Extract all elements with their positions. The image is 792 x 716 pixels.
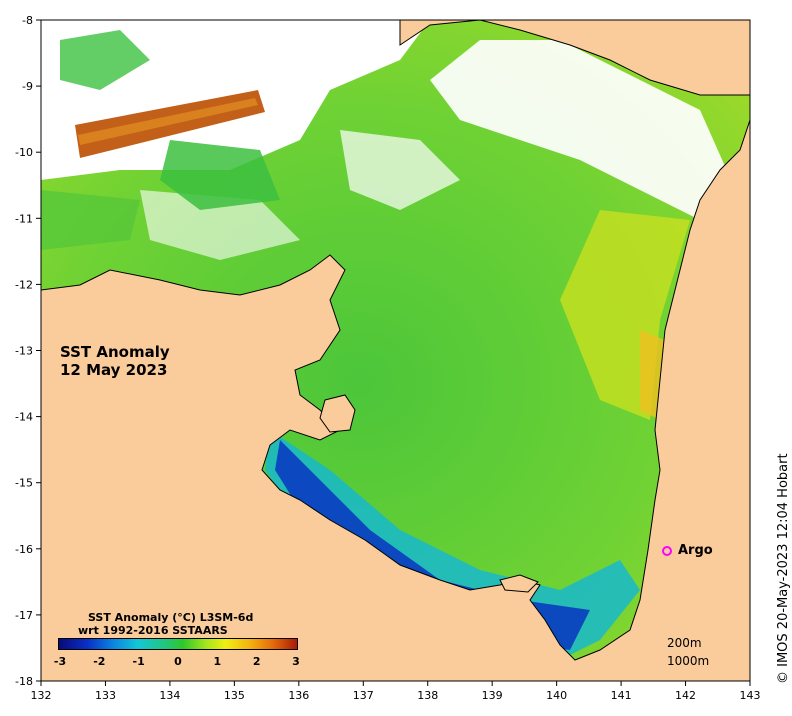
x-tick-label: 136 [288, 689, 309, 702]
x-tick-label: 133 [95, 689, 116, 702]
colorbar-tick-label: -2 [93, 655, 106, 668]
map-title: SST Anomaly [60, 343, 170, 361]
y-tick-label: -8 [22, 14, 33, 27]
y-tick-label: -18 [15, 675, 33, 688]
x-tick-label: 142 [675, 689, 696, 702]
y-tick-label: -12 [15, 278, 33, 291]
colorbar-tick-label: 1 [213, 655, 222, 668]
y-tick-label: -9 [22, 80, 33, 93]
cloud-patch [140, 190, 300, 260]
x-tick-label: 138 [417, 689, 438, 702]
x-axis: 132 133 134 135 136 137 138 139 140 141 142 143 [31, 681, 761, 702]
warm-anomaly-east [560, 210, 690, 420]
sst-patch [60, 30, 150, 90]
colorbar [58, 638, 298, 650]
depth-contour-1000m: 1000m [667, 654, 710, 668]
y-axis: -8 -9 -10 -11 -12 -13 -14 -15 -16 -17 -18 [15, 14, 41, 688]
colorbar-tick-label: 0 [174, 655, 182, 668]
x-tick-label: 137 [353, 689, 374, 702]
argo-label: Argo [678, 543, 713, 558]
x-tick-label: 132 [31, 689, 52, 702]
map-date: 12 May 2023 [60, 361, 168, 379]
colorbar-tick-label: -3 [53, 655, 67, 668]
warm-swath-inner [78, 98, 258, 145]
colorbar-title: SST Anomaly (°C) L3SM-6d [88, 611, 254, 624]
cloud-patch-2 [340, 130, 460, 210]
land-mass-australia [41, 119, 750, 681]
depth-contour-200m: 200m [667, 636, 702, 650]
x-tick-label: 141 [611, 689, 632, 702]
y-tick-label: -11 [15, 212, 33, 225]
x-tick-label: 135 [224, 689, 245, 702]
island-mornington [499, 574, 539, 593]
map-plot-area [41, 20, 750, 681]
x-tick-label: 140 [546, 689, 567, 702]
colorbar-tick-label: -1 [132, 655, 145, 668]
credit-text: © IMOS 20-May-2023 12:04 Hobart [776, 453, 791, 684]
sst-patch-2 [160, 140, 280, 210]
y-tick-label: -10 [15, 146, 33, 159]
y-tick-label: -14 [15, 411, 33, 424]
y-tick-label: -13 [15, 345, 33, 358]
sst-patch-3 [41, 190, 140, 250]
y-tick-label: -15 [15, 477, 33, 490]
argo-float-marker [662, 546, 672, 556]
x-tick-label: 139 [482, 689, 503, 702]
colorbar-tick-label: 3 [292, 655, 300, 668]
y-tick-label: -17 [15, 609, 33, 622]
colorbar-subtitle: wrt 1992-2016 SSTAARS [78, 624, 228, 637]
cloud-cover-north-east [430, 40, 740, 220]
x-tick-label: 143 [740, 689, 761, 702]
x-tick-label: 134 [159, 689, 180, 702]
island-groote [319, 394, 356, 433]
colorbar-tick-label: 2 [252, 655, 261, 668]
land-mass-new-guinea [399, 20, 750, 96]
cool-anomaly-south [265, 430, 640, 660]
y-tick-label: -16 [15, 543, 33, 556]
